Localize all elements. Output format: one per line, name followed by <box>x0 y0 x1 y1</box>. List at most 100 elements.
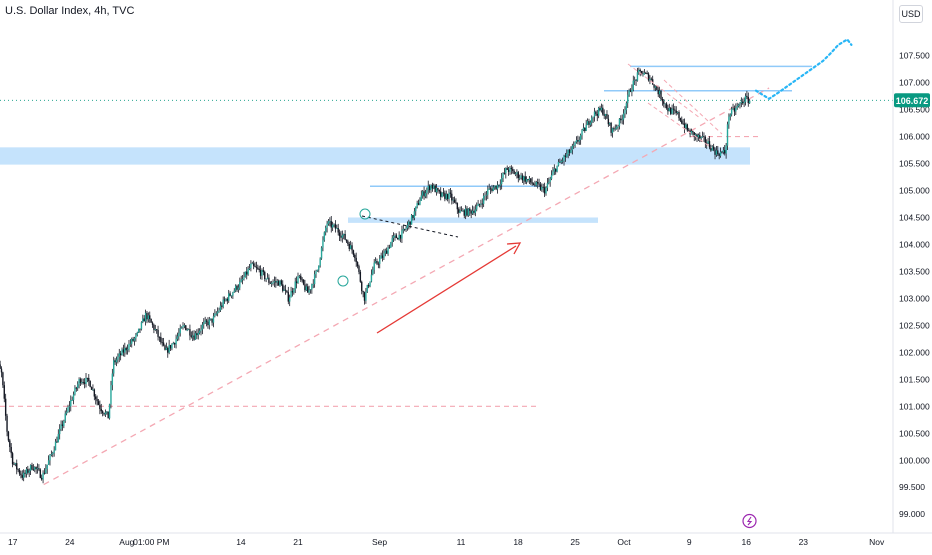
candle-body <box>409 221 411 225</box>
candle-body <box>10 446 12 454</box>
candle-body <box>599 107 601 111</box>
candle-body <box>688 130 690 132</box>
candle-body <box>606 114 608 119</box>
time-tick-label: Aug <box>119 537 134 547</box>
candle-body <box>747 96 749 104</box>
candle-body <box>79 379 82 384</box>
candle-body <box>344 233 346 240</box>
candle-body <box>496 184 499 190</box>
candle-body <box>536 181 539 184</box>
candle-body <box>690 131 693 135</box>
currency-button[interactable]: USD <box>899 5 923 23</box>
candle-body <box>301 279 303 281</box>
price-axis[interactable]: 99.000 99.500 100.000 100.500 101.000 101.500… <box>892 0 930 533</box>
candle-body <box>391 238 393 243</box>
candle-body <box>35 467 37 469</box>
candle-body <box>494 185 496 188</box>
candle-body <box>455 202 457 204</box>
candle-body <box>308 290 310 293</box>
candle-body <box>211 318 213 323</box>
candle-body <box>291 291 294 293</box>
candle-body <box>359 271 362 282</box>
candle-body <box>430 184 432 191</box>
support-zone-upper <box>0 147 750 165</box>
candle-body <box>276 281 278 283</box>
candle-body <box>78 379 80 385</box>
candle-body <box>449 192 452 194</box>
candle-body <box>216 311 219 314</box>
candle-body <box>524 176 526 182</box>
candle-body <box>459 210 461 213</box>
candle-body <box>663 101 665 104</box>
candle-body <box>549 178 551 182</box>
time-tick-label: 14 <box>236 537 246 547</box>
candle-body <box>557 161 560 166</box>
candle-body <box>488 188 490 190</box>
candle-body <box>128 343 130 350</box>
candle-body <box>377 263 380 265</box>
candle-body <box>135 334 137 339</box>
candle-body <box>103 413 105 415</box>
candle-body <box>618 118 621 127</box>
candle-body <box>43 472 46 474</box>
candle-body <box>582 127 585 131</box>
candle-body <box>736 106 738 108</box>
candle-body <box>205 320 208 322</box>
candle-body <box>685 124 687 129</box>
candle-body <box>6 415 8 432</box>
candle-body <box>331 224 334 228</box>
candle-body <box>106 411 108 413</box>
candle-body <box>405 228 407 230</box>
candle-body <box>149 315 151 319</box>
candle-body <box>312 284 314 285</box>
candle-body <box>90 386 93 390</box>
candle-body <box>545 187 547 194</box>
candle-body <box>491 188 493 191</box>
ascending-trendline <box>43 87 770 486</box>
candle-body <box>517 172 519 179</box>
candle-body <box>442 192 445 194</box>
candle-body <box>108 404 111 419</box>
candle-body <box>658 90 661 95</box>
candle-body <box>164 345 166 350</box>
candle-body <box>117 356 119 360</box>
candle-body <box>207 321 209 326</box>
candle-body <box>38 468 40 470</box>
candle-body <box>107 411 109 419</box>
candle-body <box>358 266 360 272</box>
candle-body <box>269 282 271 284</box>
candle-body <box>201 324 204 330</box>
price-tick-label: 100.000 <box>899 455 930 465</box>
candle-body <box>60 424 62 429</box>
candle-body <box>340 236 342 238</box>
candle-body <box>74 387 76 395</box>
candle-body <box>241 278 244 280</box>
time-tick-label: 23 <box>799 537 809 547</box>
candle-body <box>113 360 115 374</box>
candle-body <box>197 332 199 336</box>
trend-arrow-shaft <box>376 245 517 334</box>
price-tick-label: 100.500 <box>899 428 930 438</box>
candle-body <box>729 114 731 117</box>
candle-body <box>603 114 605 116</box>
candle-body <box>385 250 388 254</box>
candle-body <box>203 322 205 325</box>
candle-body <box>531 182 533 184</box>
candle-body <box>31 464 33 470</box>
candle-body <box>406 224 409 229</box>
candle-body <box>525 179 528 182</box>
candle-body <box>711 146 713 151</box>
swing-low-marker <box>337 275 349 287</box>
candle-body <box>509 167 511 172</box>
candle-body <box>250 263 252 269</box>
candle-body <box>104 412 107 415</box>
candle-body <box>0 368 3 373</box>
time-tick-label: Nov <box>869 537 885 547</box>
candle-body <box>40 477 43 480</box>
candle-body <box>354 254 356 258</box>
candle-body <box>351 245 353 251</box>
swing-high-marker <box>359 208 371 220</box>
